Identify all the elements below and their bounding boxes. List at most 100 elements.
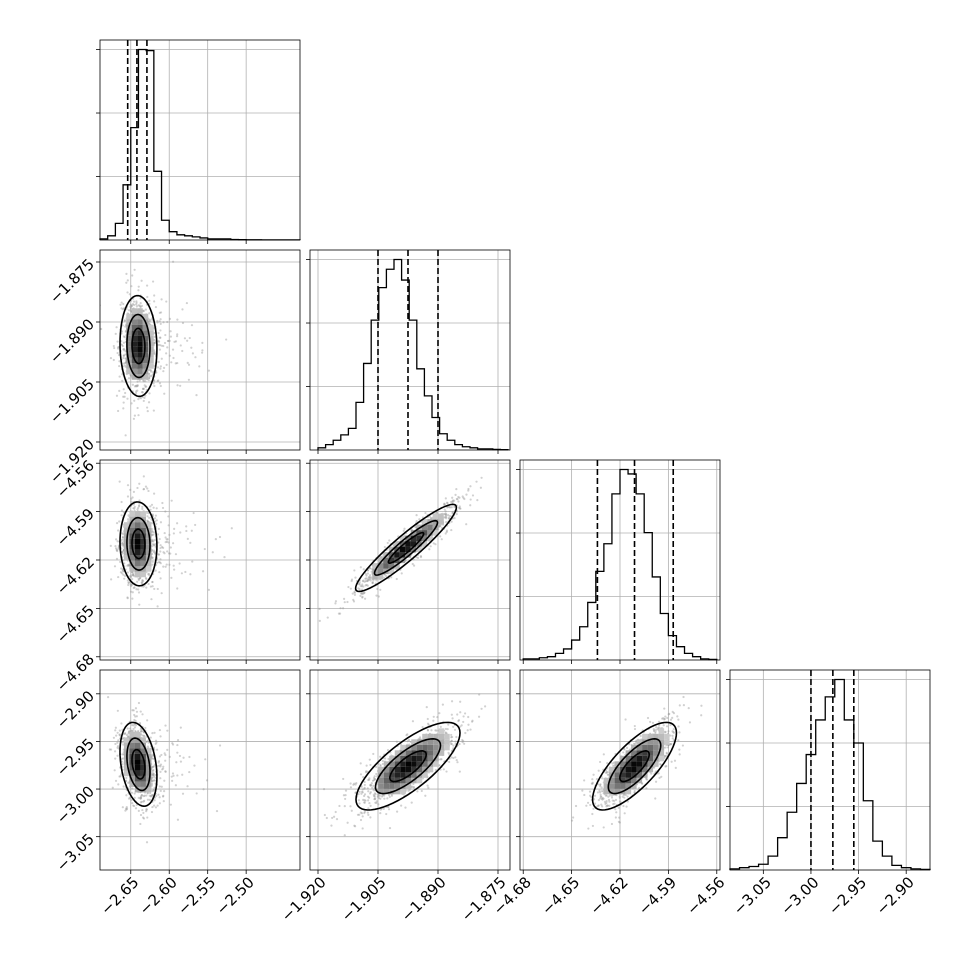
scatter-point (179, 344, 182, 347)
scatter-point (146, 410, 149, 413)
density-cell (145, 560, 152, 567)
contour-line (373, 519, 439, 576)
density-panel-2-1 (306, 459, 511, 664)
scatter-point (132, 507, 135, 510)
scatter-point (153, 543, 156, 546)
scatter-point (361, 788, 364, 791)
scatter-point (148, 516, 151, 519)
scatter-point (122, 354, 126, 357)
scatter-point (129, 306, 132, 310)
scatter-point (362, 592, 365, 595)
scatter-point (325, 816, 328, 820)
scatter-point (361, 791, 364, 794)
scatter-point (147, 572, 151, 575)
scatter-point (151, 529, 154, 532)
scatter-point (130, 305, 133, 308)
scatter-point (132, 574, 135, 577)
scatter-point (158, 728, 162, 732)
scatter-point (436, 715, 439, 719)
scatter-point (148, 392, 151, 395)
scatter-point (455, 512, 458, 516)
density-cell (145, 786, 152, 793)
scatter-point (183, 337, 187, 340)
scatter-point (130, 285, 133, 288)
scatter-point (121, 542, 124, 545)
scatter-point (374, 797, 377, 800)
scatter-point (130, 729, 133, 732)
scatter-point (448, 760, 451, 764)
scatter-point (121, 569, 125, 573)
scatter-point (142, 816, 145, 819)
scatter-point (151, 560, 154, 563)
scatter-point (181, 349, 184, 353)
scatter-point (157, 553, 161, 556)
scatter-point (134, 391, 138, 395)
scatter-point (146, 520, 149, 523)
density-cell (383, 557, 389, 564)
scatter-point (450, 528, 453, 532)
scatter-point (169, 552, 172, 555)
scatter-point (150, 556, 154, 560)
scatter-point (120, 500, 123, 504)
scatter-point (382, 807, 385, 810)
scatter-point (127, 563, 130, 567)
scatter-point (416, 556, 420, 560)
scatter-point (367, 790, 370, 793)
scatter-point (151, 539, 154, 543)
scatter-point (339, 607, 342, 610)
scatter-point (154, 305, 158, 309)
density-cell (145, 566, 152, 572)
scatter-point (370, 576, 373, 579)
density-cell (126, 335, 132, 342)
density-cell (433, 761, 439, 767)
scatter-point (444, 512, 447, 515)
density-cell (123, 549, 130, 556)
scatter-point (132, 586, 135, 590)
scatter-point (447, 514, 450, 517)
scatter-point (366, 578, 369, 581)
density-cell (123, 522, 130, 528)
scatter-point (418, 736, 422, 739)
scatter-point (363, 801, 366, 804)
scatter-point (173, 340, 176, 343)
scatter-point (145, 284, 149, 287)
scatter-point (225, 338, 228, 341)
scatter-point (450, 713, 453, 716)
scatter-point (179, 726, 182, 729)
scatter-point (153, 335, 157, 338)
scatter-point (367, 813, 370, 816)
scatter-point (453, 499, 456, 502)
scatter-point (137, 578, 141, 582)
scatter-point (171, 348, 175, 351)
scatter-point (362, 579, 365, 582)
scatter-point (369, 567, 372, 570)
density-cell (145, 748, 152, 754)
scatter-point (192, 511, 195, 515)
scatter-point (390, 794, 393, 797)
scatter-point (144, 385, 147, 388)
scatter-point (369, 804, 372, 807)
scatter-point (137, 289, 140, 292)
scatter-point (349, 782, 352, 785)
scatter-point (439, 535, 442, 538)
density-cell (129, 560, 135, 567)
scatter-point (369, 784, 372, 787)
scatter-point (170, 499, 173, 502)
scatter-point (139, 801, 143, 804)
scatter-point (115, 557, 119, 560)
scatter-point (156, 366, 160, 369)
scatter-point (453, 505, 456, 508)
scatter-point (462, 715, 465, 718)
scatter-point (129, 583, 132, 586)
scatter-point (119, 571, 123, 574)
scatter-point (127, 514, 130, 517)
scatter-point (146, 295, 149, 299)
scatter-point (386, 541, 389, 545)
scatter-point (379, 812, 382, 815)
scatter-point (144, 726, 147, 730)
scatter-point (164, 759, 167, 762)
scatter-point (181, 792, 185, 795)
density-cell (131, 341, 138, 347)
scatter-point (123, 395, 126, 398)
